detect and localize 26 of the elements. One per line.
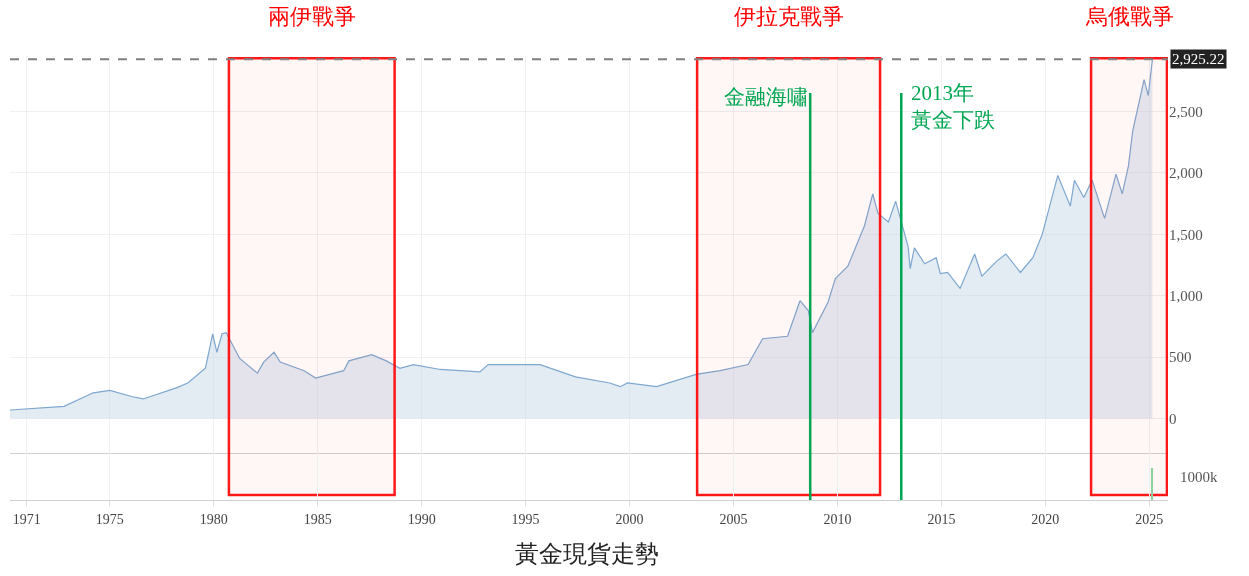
x-tick-label: 2010 [823,511,852,527]
x-tick-label: 1990 [407,511,436,527]
x-tick-label: 2005 [719,511,748,527]
text: 1000k [1180,469,1218,485]
band-label: 烏俄戰爭 [1085,4,1174,29]
y-tick-label: 2,000 [1169,165,1203,182]
band-label: 伊拉克戰爭 [734,4,844,29]
y-tick-label: 1,500 [1169,226,1203,243]
y-tick-label: 0 [1169,410,1177,427]
x-tick-label: 2015 [927,511,956,527]
ref-line-label: 2013年黃金下跌 [911,81,995,133]
x-tick-label: 1985 [303,511,332,527]
ref-line-label: 金融海嘯 [724,85,808,109]
ref-line-label: 2,925.22 [1172,51,1225,67]
x-tick-label: 1980 [199,511,228,527]
text: 黃金現貨走勢 [515,540,660,567]
y-tick-label: 2,500 [1169,103,1203,120]
x-tick-label: 2000 [615,511,644,527]
x-tick-label: 2025 [1135,511,1164,527]
x-tick-label: 1971 [12,511,41,527]
y-tick-label: 1,000 [1169,288,1203,305]
y-tick-label: 500 [1169,349,1192,366]
x-tick-label: 1975 [95,511,124,527]
x-tick-label: 1995 [511,511,540,527]
x-tick-label: 2020 [1031,511,1060,527]
band-label: 兩伊戰爭 [268,4,356,29]
